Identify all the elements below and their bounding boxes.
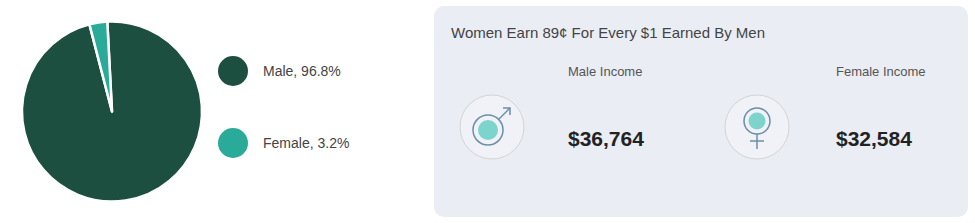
pie [22,22,202,202]
icon-background [725,95,789,159]
pie-slice [22,22,202,202]
legend: Male, 96.8% Female, 3.2% [218,56,349,158]
icon-fill [749,113,766,130]
income-value: $32,584 [836,127,912,150]
icon-cross [750,140,764,142]
chart: Male, 96.8% Female, 3.2% Women Earn 89¢ Fo… [0,0,975,223]
info-panel: Women Earn 89¢ For Every $1 Earned By Me… [434,6,968,217]
background [0,0,975,223]
income-label: Female Income [836,64,926,79]
legend-label: Male, 96.8% [263,63,341,79]
icon-arrow-head [503,108,510,115]
legend-swatch [218,128,248,158]
icon-ring [473,115,503,145]
female-icon [725,95,789,159]
info-box [434,6,968,217]
pie-slice [89,22,112,112]
income-label: Male Income [568,64,642,79]
icon-ring [744,108,770,134]
title: Women Earn 89¢ For Every $1 Earned By Me… [451,24,765,41]
legend-swatch [218,56,248,86]
male-icon [460,95,524,159]
icon-arrow [499,108,510,119]
icon-fill [478,120,498,140]
legend-label: Female, 3.2% [263,135,349,151]
icon-background [460,95,524,159]
income-value: $36,764 [568,127,644,150]
